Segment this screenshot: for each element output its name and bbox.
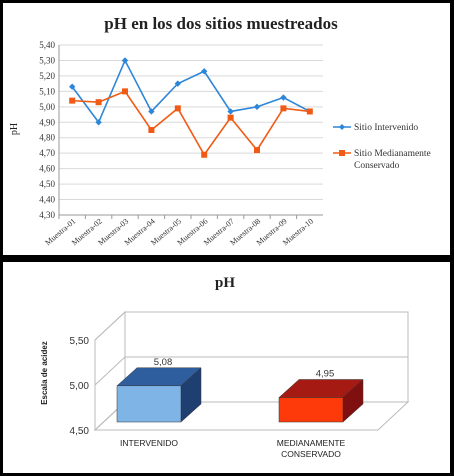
bar-chart-gridline	[94, 356, 408, 386]
bar-chart-y-axis-label: Escala de acidez	[40, 341, 49, 405]
legend-label: Conservado	[354, 161, 400, 171]
bar-chart-y-tick-label: 4,50	[70, 426, 90, 437]
bar-chart-bars: 5,08 4,95	[116, 357, 364, 423]
series-line-intervenido	[71, 58, 311, 124]
data-point	[174, 80, 181, 87]
line-chart-y-tick-label: 4,40	[39, 195, 55, 205]
line-chart-y-tick-label: 5,40	[39, 40, 55, 50]
bar-category-label: INTERVENIDO	[120, 438, 178, 448]
bar-chart-y-ticks: 4,50 5,00 5,50	[70, 336, 90, 437]
line-chart-y-tick-label: 5,00	[39, 102, 55, 112]
line-chart-y-tick-label: 5,20	[39, 71, 55, 81]
data-point	[121, 57, 129, 64]
legend-marker	[339, 124, 345, 130]
line-chart-panel: pH en los dos sitios muestreados pH 4,30…	[3, 3, 450, 255]
legend-marker	[339, 150, 345, 156]
line-chart-y-tick-label: 5,10	[39, 86, 55, 96]
line-chart: pH en los dos sitios muestreados pH 4,30…	[9, 14, 431, 247]
line-chart-y-tick-label: 4,50	[39, 179, 55, 189]
line-chart-legend: Sitio Intervenido Sitio Medianamente Conse…	[333, 123, 431, 171]
bar-chart-y-tick-label: 5,50	[70, 336, 90, 347]
line-chart-y-axis-label: pH	[9, 123, 20, 135]
line-chart-y-tick-label: 5,30	[39, 55, 55, 65]
line-chart-title: pH en los dos sitios muestreados	[104, 14, 338, 33]
bar-front	[116, 385, 182, 423]
bar-chart-title: pH	[215, 275, 235, 291]
data-point	[253, 103, 261, 111]
data-point	[201, 151, 208, 158]
data-point	[254, 147, 260, 154]
data-point	[174, 105, 181, 112]
data-point	[201, 68, 208, 75]
data-point	[95, 119, 102, 126]
data-point	[280, 94, 287, 101]
series-line-conservado	[72, 90, 310, 157]
bar-category-label: MEDIANAMENTE	[277, 438, 346, 448]
bar-chart: pH Escala de acidez 4,50 5,00 5,50 5,08 4,9…	[40, 275, 410, 459]
line-chart-y-tick-label: 4,30	[39, 210, 55, 220]
data-point	[122, 88, 128, 95]
data-point	[227, 108, 234, 115]
data-point	[148, 127, 155, 133]
line-chart-y-tick-label: 4,80	[39, 133, 55, 143]
data-point	[95, 99, 102, 106]
line-chart-y-tick-label: 4,60	[39, 164, 55, 174]
data-point	[148, 108, 155, 115]
bar-chart-panel: pH Escala de acidez 4,50 5,00 5,50 5,08 4,9…	[3, 262, 450, 473]
line-chart-series	[69, 57, 313, 158]
legend-label: Sitio Intervenido	[354, 123, 418, 133]
line-chart-y-ticks: 4,30 4,40 4,50 4,60 4,70 4,80 4,90 5,00 5,10 5,20…	[39, 40, 55, 220]
bar-category-label: CONSERVADO	[281, 449, 341, 459]
line-chart-y-tick-label: 4,70	[39, 148, 55, 158]
data-point	[69, 97, 76, 104]
bar-chart-y-tick-label: 5,00	[70, 381, 90, 392]
data-point	[306, 108, 313, 115]
data-point	[280, 105, 287, 112]
bar-data-label: 5,08	[154, 357, 173, 368]
legend-label: Sitio Medianamente	[354, 149, 431, 159]
data-point	[69, 83, 76, 90]
bar-front	[278, 397, 344, 423]
line-chart-x-ticks: Muestra-01Muestra-02Muestra-03Muestra-04…	[43, 215, 315, 247]
bar-data-label: 4,95	[316, 369, 335, 380]
data-point	[227, 114, 234, 121]
line-chart-y-tick-label: 4,90	[39, 117, 55, 127]
bar-chart-gridline	[94, 311, 408, 341]
